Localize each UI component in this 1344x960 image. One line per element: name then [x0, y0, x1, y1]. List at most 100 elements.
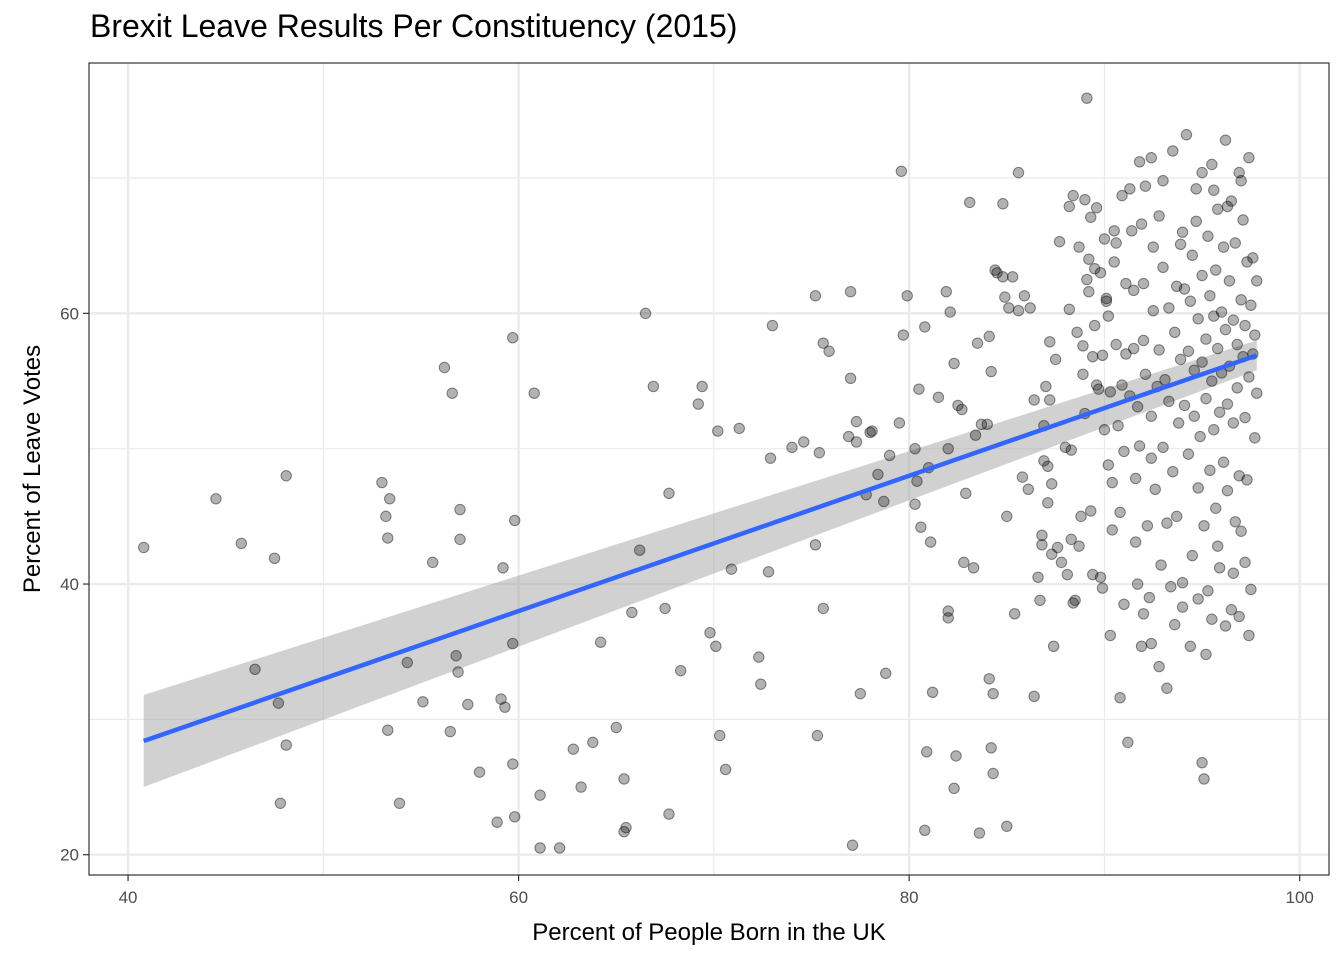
data-point: [921, 746, 933, 758]
data-point: [473, 766, 486, 778]
data-point: [1206, 375, 1218, 387]
data-point: [1137, 277, 1150, 290]
data-point: [633, 544, 646, 556]
data-point: [1223, 275, 1236, 287]
data-point: [1100, 292, 1113, 305]
data-point: [1186, 549, 1199, 562]
data-point: [985, 365, 997, 378]
data-point: [1024, 302, 1036, 314]
data-point: [1135, 218, 1148, 230]
data-point: [880, 667, 892, 680]
data-point: [1233, 610, 1245, 623]
data-point: [1245, 583, 1257, 596]
data-point: [1090, 202, 1103, 214]
data-point: [1108, 225, 1120, 237]
data-point: [1239, 411, 1251, 424]
data-point: [1231, 338, 1243, 351]
data-point: [376, 476, 388, 489]
data-point: [1219, 620, 1232, 632]
data-point: [137, 541, 150, 554]
data-point: [1088, 263, 1101, 275]
data-point: [850, 415, 863, 428]
data-point: [452, 666, 464, 678]
data-point: [235, 537, 248, 550]
data-point: [786, 441, 798, 454]
data-point: [823, 345, 835, 357]
data-point: [983, 330, 995, 343]
data-point: [1137, 334, 1150, 347]
data-point: [1229, 516, 1241, 528]
data-point: [639, 307, 652, 320]
data-point: [1235, 175, 1247, 187]
data-point: [659, 602, 671, 615]
data-point: [1217, 456, 1230, 468]
data-point: [967, 562, 980, 574]
data-point: [1176, 576, 1189, 589]
data-point: [1118, 598, 1130, 611]
data-point: [1143, 591, 1156, 604]
data-point: [1112, 419, 1124, 432]
data-point: [1178, 283, 1191, 295]
data-point: [942, 612, 954, 624]
data-point: [450, 650, 462, 662]
data-point: [997, 198, 1009, 210]
data-point: [956, 403, 968, 416]
data-point: [1221, 484, 1234, 497]
y-tick-label: 40: [60, 575, 79, 594]
data-point: [1231, 382, 1243, 394]
data-point: [1122, 736, 1134, 749]
data-point: [944, 306, 956, 318]
data-point: [948, 357, 960, 370]
data-point: [274, 797, 287, 809]
data-point: [497, 562, 509, 574]
data-point: [567, 743, 579, 755]
data-point: [960, 487, 972, 500]
plot-border: [88, 62, 1330, 876]
data-point: [809, 539, 822, 551]
data-point: [692, 398, 704, 410]
data-point: [1178, 399, 1191, 412]
data-point: [1145, 152, 1157, 164]
data-point: [401, 656, 413, 669]
data-point: [1155, 559, 1167, 571]
data-point: [1092, 383, 1105, 395]
data-point: [382, 724, 394, 736]
data-point: [1198, 520, 1210, 532]
data-point: [268, 552, 281, 565]
data-point: [710, 640, 722, 652]
data-point: [975, 418, 988, 431]
data-point: [1227, 314, 1240, 326]
data-point: [932, 391, 945, 403]
data-point: [1167, 145, 1179, 157]
data-point: [1196, 356, 1208, 368]
data-point: [1067, 189, 1079, 202]
data-point: [1075, 510, 1087, 523]
data-point: [997, 271, 1009, 283]
data-point: [969, 429, 982, 441]
data-point: [1087, 568, 1099, 581]
data-point: [866, 425, 878, 437]
data-point: [1094, 571, 1107, 583]
data-point: [1208, 310, 1220, 322]
data-point: [1245, 299, 1257, 311]
x-tick-label: 60: [509, 888, 528, 907]
data-point: [1169, 326, 1181, 339]
data-point: [647, 380, 660, 393]
data-point: [1208, 184, 1220, 196]
data-point: [719, 763, 732, 776]
data-point: [553, 842, 566, 854]
data-point: [1053, 235, 1066, 248]
data-point: [952, 399, 964, 412]
data-point: [1196, 166, 1208, 179]
y-tick-label: 20: [60, 846, 79, 865]
data-point: [985, 742, 997, 754]
data-point: [1202, 230, 1214, 242]
data-point: [1211, 342, 1224, 355]
x-tick-label: 80: [900, 888, 919, 907]
data-point: [1067, 597, 1079, 609]
data-point: [1128, 342, 1140, 355]
data-point: [811, 729, 824, 742]
data-point: [1213, 562, 1226, 574]
data-point: [249, 663, 261, 675]
data-point: [1100, 295, 1113, 307]
